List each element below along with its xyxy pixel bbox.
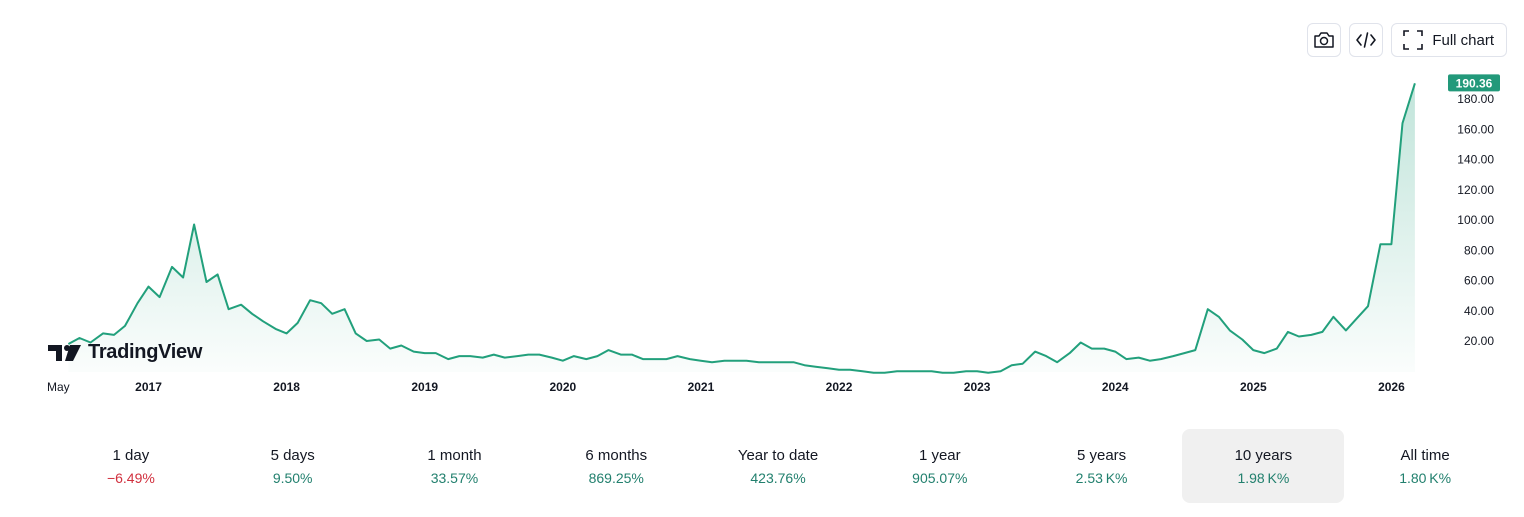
x-tick-label: 2026: [1378, 380, 1405, 394]
period-change: 33.57%: [430, 469, 479, 486]
y-tick-label: 120.00: [1457, 183, 1494, 197]
period-5-days[interactable]: 5 days 9.50%: [212, 429, 374, 503]
y-axis: 20.00 40.00 60.00 80.00 100.00 120.00 140.00 16…: [1457, 92, 1494, 348]
price-line: [67, 83, 1416, 374]
last-price-badge-bg: [1448, 74, 1500, 92]
fullscreen-icon: [1403, 30, 1424, 50]
period-change: 2.53 K%: [1075, 469, 1128, 486]
period-label: 6 months: [585, 446, 648, 464]
embed-button[interactable]: [1349, 23, 1384, 57]
full-chart-button[interactable]: Full chart: [1391, 23, 1507, 57]
x-tick-label: 2023: [964, 380, 991, 394]
y-tick-label: 140.00: [1457, 153, 1494, 167]
period-change: 9.50%: [272, 469, 313, 486]
x-tick-label: 2020: [549, 380, 576, 394]
period-label: 5 days: [270, 446, 315, 464]
period-label: All time: [1400, 446, 1450, 464]
period-year-to-date[interactable]: Year to date 423.76%: [697, 429, 859, 503]
period-label: 10 years: [1234, 446, 1293, 464]
period-label: Year to date: [737, 446, 819, 464]
period-change: −6.49%: [106, 469, 155, 486]
x-tick-label: 2018: [273, 380, 300, 394]
x-tick-label: 2025: [1240, 380, 1267, 394]
period-1-month[interactable]: 1 month 33.57%: [374, 429, 536, 503]
period-label: 1 month: [427, 446, 482, 464]
y-tick-label: 180.00: [1457, 92, 1494, 106]
x-axis: May 2017 2018 2019 2020 2021 2022 2023 2024 2025 2…: [47, 380, 1405, 394]
y-tick-label: 100.00: [1457, 213, 1494, 227]
period-label: 1 year: [918, 446, 961, 464]
last-price-badge: 190.36: [1448, 74, 1500, 92]
y-tick-label: 80.00: [1464, 243, 1494, 257]
full-chart-label: Full chart: [1432, 31, 1494, 49]
y-tick-label: 40.00: [1464, 304, 1494, 318]
x-tick-label: 2017: [135, 380, 162, 394]
brand-name: TradingView: [88, 341, 203, 363]
tradingview-mark-icon: [48, 344, 81, 361]
period-label: 1 day: [112, 446, 150, 464]
period-change: 1.80 K%: [1399, 469, 1452, 486]
period-1-day[interactable]: 1 day −6.49%: [50, 429, 212, 503]
period-change: 905.07%: [912, 469, 968, 486]
period-change: 1.98 K%: [1237, 469, 1290, 486]
period-10-years[interactable]: 10 years 1.98 K%: [1182, 429, 1345, 503]
code-icon: [1356, 32, 1377, 48]
price-chart[interactable]: 20.00 40.00 60.00 80.00 100.00 120.00 140.00 16…: [0, 0, 1524, 410]
x-tick-label: 2022: [826, 380, 853, 394]
camera-icon: [1314, 32, 1335, 48]
period-6-months[interactable]: 6 months 869.25%: [535, 429, 697, 503]
period-selector: 1 day −6.49% 5 days 9.50% 1 month 33.57% 6 mon…: [50, 429, 1506, 503]
chart-toolbar: Full chart: [1307, 23, 1507, 57]
period-change: 869.25%: [588, 469, 644, 486]
price-area-fill: [68, 83, 1415, 373]
tradingview-logo: TradingView: [48, 341, 202, 364]
period-1-year[interactable]: 1 year 905.07%: [859, 429, 1021, 503]
x-tick-label: 2024: [1102, 380, 1129, 394]
snapshot-button[interactable]: [1307, 23, 1342, 57]
x-tick-label: May: [47, 380, 70, 394]
y-tick-label: 60.00: [1464, 274, 1494, 288]
y-tick-label: 20.00: [1464, 334, 1494, 348]
y-tick-label: 160.00: [1457, 122, 1494, 136]
period-label: 5 years: [1076, 446, 1127, 464]
x-tick-label: 2019: [411, 380, 438, 394]
period-5-years[interactable]: 5 years 2.53 K%: [1021, 429, 1183, 503]
period-change: 423.76%: [750, 469, 806, 486]
x-tick-label: 2021: [688, 380, 715, 394]
last-price-label: 190.36: [1456, 76, 1493, 90]
period-all-time[interactable]: All time 1.80 K%: [1344, 429, 1506, 503]
